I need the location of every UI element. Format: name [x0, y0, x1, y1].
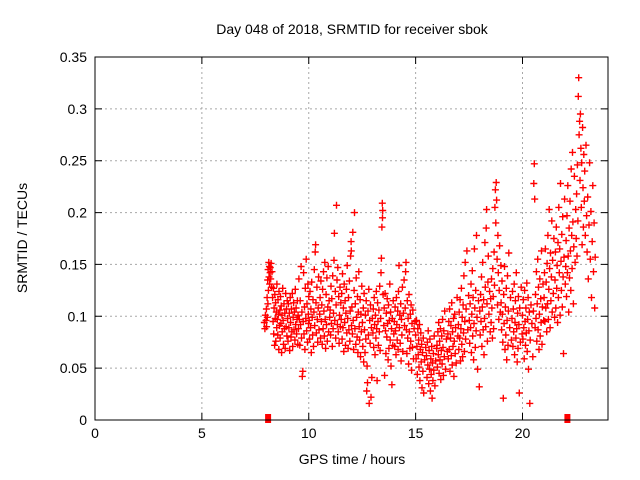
y-tick-label: 0.3: [68, 101, 88, 117]
x-tick-label: 15: [408, 425, 424, 441]
y-tick-label: 0.15: [60, 256, 87, 272]
data-points: [260, 74, 599, 407]
x-axis-label: GPS time / hours: [298, 451, 406, 467]
x-tick-label: 20: [515, 425, 531, 441]
y-tick-label: 0: [79, 412, 87, 428]
y-tick-label: 0.1: [68, 308, 88, 324]
zero-value-marker: [564, 414, 571, 423]
y-tick-label: 0.2: [68, 205, 88, 221]
x-tick-label: 0: [91, 425, 99, 441]
chart-title: Day 048 of 2018, SRMTID for receiver sbo…: [216, 21, 488, 37]
y-tick-label: 0.25: [60, 153, 87, 169]
tick-marks: [94, 56, 608, 421]
zero-value-marker: [265, 414, 272, 423]
plot-border: [94, 56, 609, 421]
y-tick-label: 0.35: [60, 49, 87, 65]
y-tick-label: 0.05: [60, 360, 87, 376]
x-tick-label: 10: [301, 425, 317, 441]
x-tick-label: 5: [198, 425, 206, 441]
